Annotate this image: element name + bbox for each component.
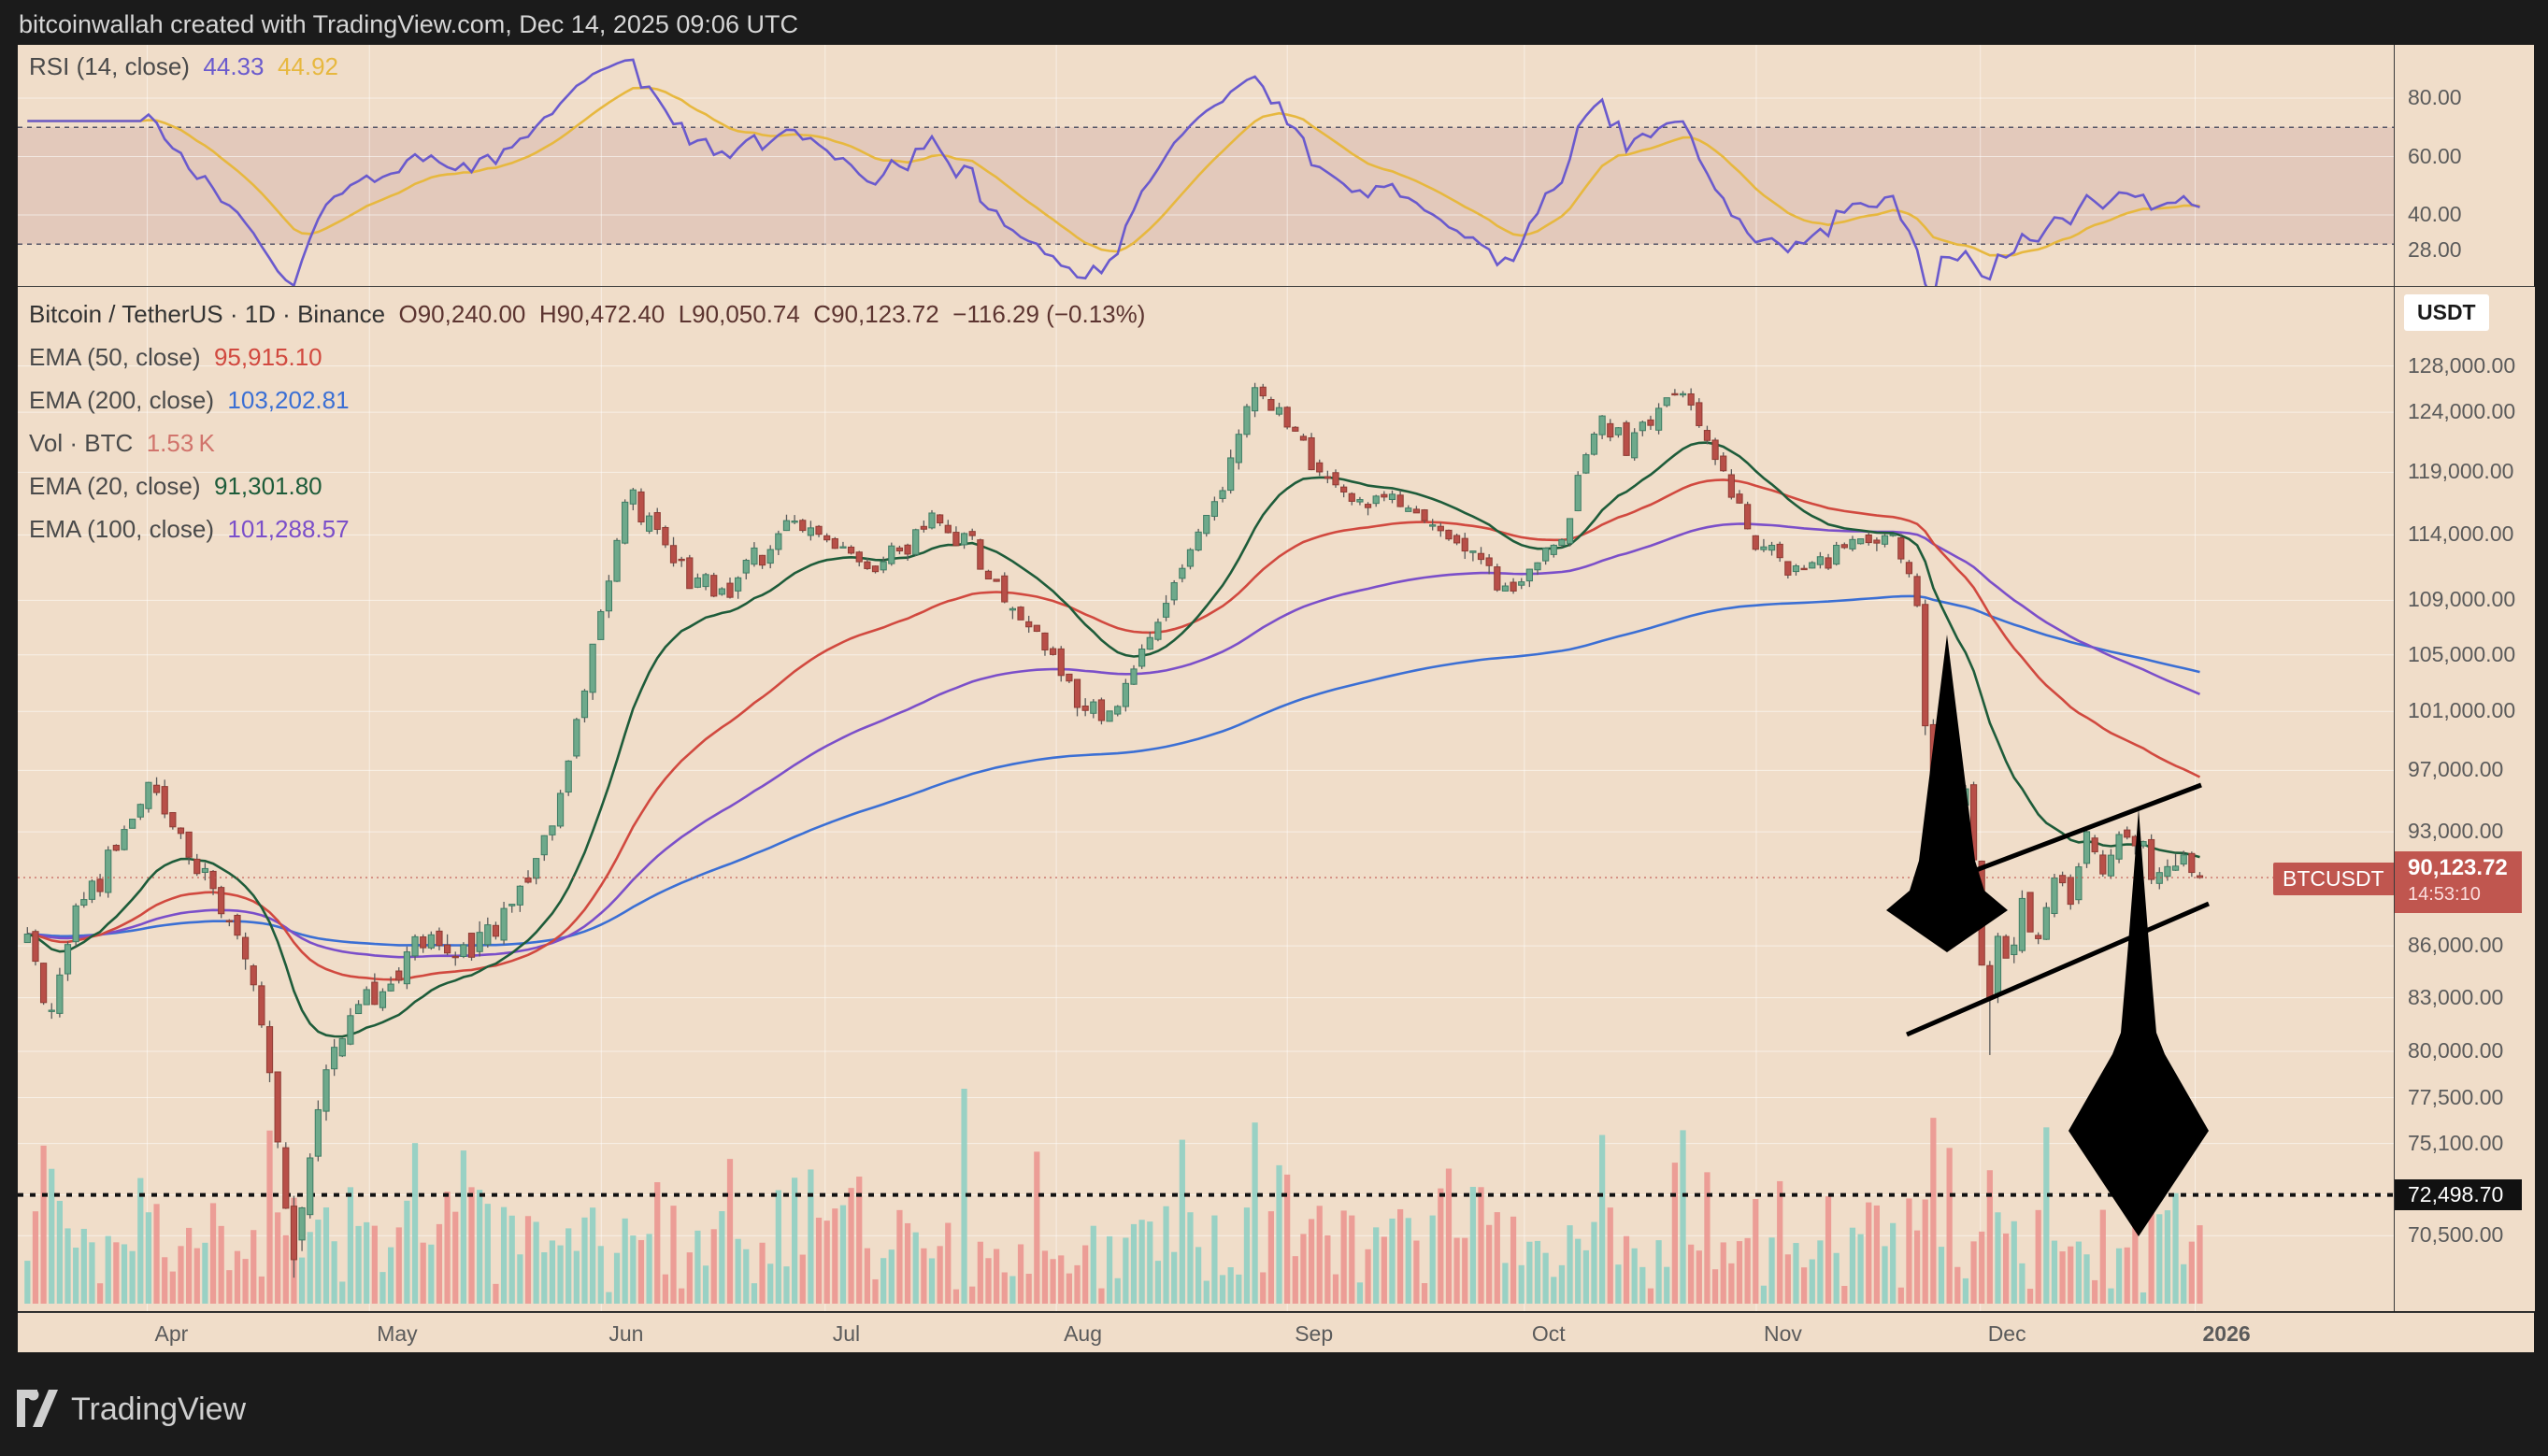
svg-text:TradingView: TradingView	[71, 1392, 247, 1427]
